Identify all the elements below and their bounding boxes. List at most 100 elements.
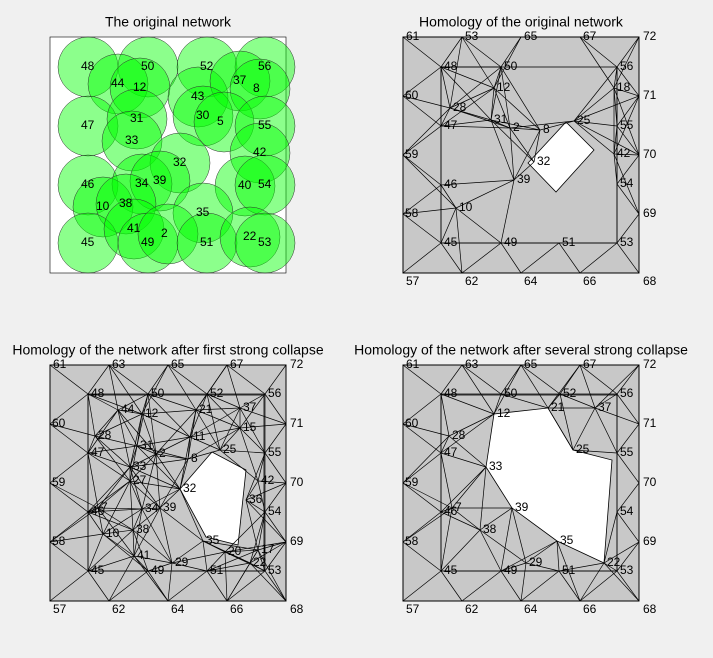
edge — [97, 480, 131, 509]
edge — [49, 423, 96, 437]
edge — [594, 393, 618, 409]
edge — [461, 364, 495, 415]
coverage-disk — [229, 122, 291, 184]
node-label: 54 — [620, 176, 634, 190]
edge — [136, 445, 157, 455]
edge — [440, 435, 450, 454]
edge — [155, 453, 189, 460]
node-label: 49 — [151, 563, 165, 577]
node-label: 29 — [529, 555, 543, 569]
edge — [187, 427, 241, 460]
edge — [167, 570, 208, 602]
edge — [509, 127, 535, 163]
edge — [440, 570, 463, 602]
edge — [117, 393, 149, 411]
edge — [141, 453, 157, 510]
node-label: 50 — [504, 59, 518, 73]
node-label: 7 — [455, 500, 462, 514]
node-label: 29 — [175, 555, 189, 569]
edge — [613, 87, 618, 127]
edge — [102, 508, 143, 535]
node-label: 35 — [560, 533, 574, 547]
edge — [202, 540, 259, 551]
edge — [49, 507, 99, 543]
edge — [264, 452, 287, 484]
node-label: 39 — [515, 500, 529, 514]
edge — [264, 570, 287, 602]
node-label: 17 — [261, 542, 275, 556]
edge — [206, 562, 251, 572]
edge — [239, 427, 266, 454]
node-label: 63 — [112, 357, 126, 371]
node-label: 55 — [258, 118, 272, 132]
node-label: 69 — [290, 534, 304, 548]
edge — [147, 393, 157, 455]
edge — [195, 393, 208, 411]
node-label: 62 — [465, 602, 479, 616]
edge — [87, 570, 110, 602]
node-label: 63 — [465, 357, 479, 371]
edge — [245, 480, 259, 501]
node-label: 67 — [583, 29, 597, 43]
node-label: 46 — [444, 504, 458, 518]
node-label: 54 — [620, 504, 634, 518]
edge — [402, 511, 442, 543]
node-label: 31 — [494, 112, 508, 126]
node-label: 22 — [243, 229, 257, 243]
edge — [402, 66, 442, 97]
edge — [402, 452, 442, 484]
edge — [559, 393, 574, 451]
node-label: 45 — [81, 235, 95, 249]
edge — [493, 66, 502, 89]
node-label: 45 — [444, 563, 458, 577]
coverage-disk — [87, 53, 149, 115]
node-label: 42 — [617, 146, 631, 160]
node-label: 50 — [504, 386, 518, 400]
edge — [440, 107, 451, 127]
edge — [500, 364, 522, 395]
coverage-disk — [109, 57, 171, 119]
coverage-disk — [209, 50, 271, 112]
node-label: 27 — [133, 473, 147, 487]
edge — [616, 154, 640, 185]
node-label: 51 — [562, 235, 576, 249]
edge — [461, 36, 495, 89]
panel: Homology of the network after first stro… — [12, 342, 323, 616]
node-label: 12 — [145, 406, 159, 420]
edge — [440, 452, 487, 468]
edge — [402, 107, 451, 156]
node-label: 60 — [405, 416, 419, 430]
edge — [129, 453, 157, 482]
edge — [87, 452, 131, 468]
node-label: 5 — [217, 114, 224, 128]
node-label: 41 — [127, 221, 141, 235]
edge — [461, 364, 502, 395]
node-label: 59 — [405, 147, 419, 161]
edge — [402, 213, 442, 244]
node-label: 35 — [206, 533, 220, 547]
coverage-disk — [172, 85, 234, 147]
edge — [133, 507, 161, 557]
edge — [245, 499, 287, 543]
edge — [257, 549, 287, 602]
edge — [525, 540, 558, 564]
edge — [513, 129, 541, 181]
edge — [245, 482, 287, 501]
edge — [579, 562, 605, 602]
edge — [224, 551, 228, 602]
node-label: 47 — [444, 445, 458, 459]
edge — [226, 570, 266, 602]
edge — [189, 407, 241, 438]
edge — [141, 413, 157, 455]
node-label: 42 — [253, 145, 267, 159]
edge — [102, 480, 131, 535]
edge — [573, 120, 618, 127]
edge — [189, 427, 241, 438]
node-label: 64 — [524, 274, 538, 288]
node-label: 39 — [153, 173, 167, 187]
edge — [493, 393, 502, 415]
edge — [547, 407, 574, 451]
node-label: 32 — [537, 154, 551, 168]
node-label: 67 — [583, 357, 597, 371]
edge — [117, 409, 131, 468]
